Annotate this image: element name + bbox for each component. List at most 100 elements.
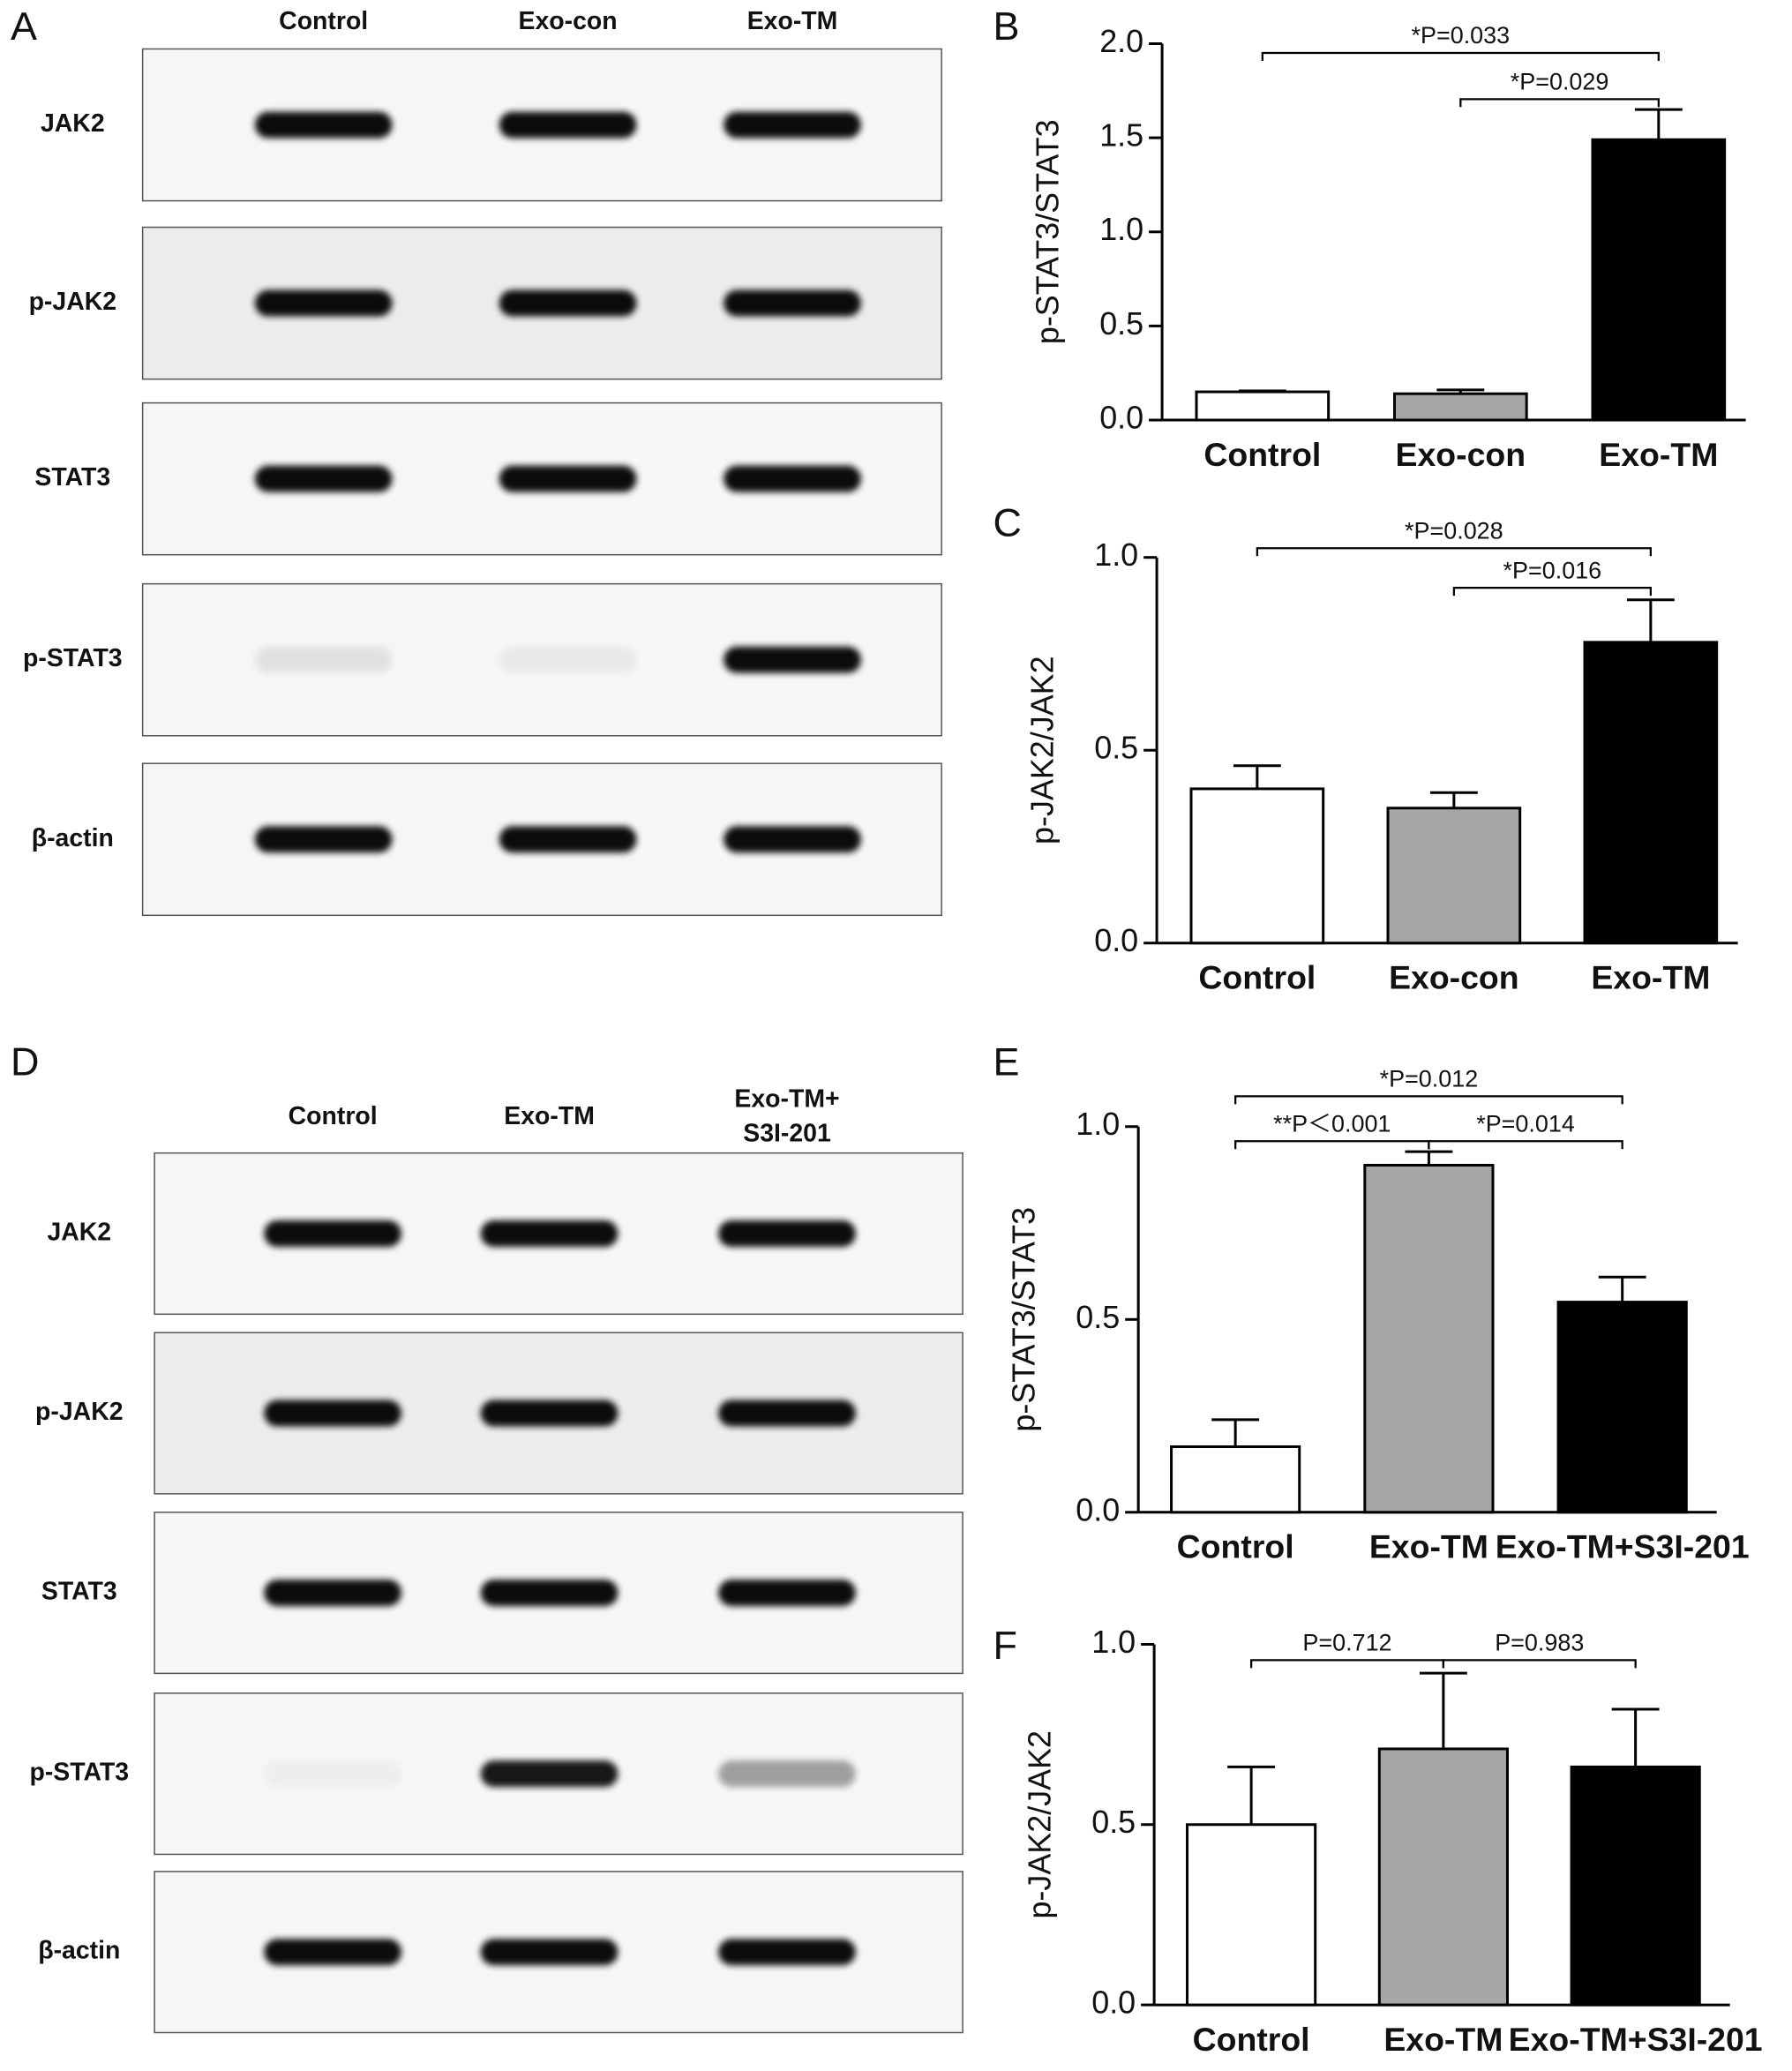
significance-label: *P=0.014 xyxy=(1476,1110,1575,1137)
row-label: JAK2 xyxy=(41,109,105,138)
y-tick-label: 0.0 xyxy=(1094,922,1138,958)
y-tick-label: 0.0 xyxy=(1091,1985,1136,2021)
y-axis-label: p-STAT3/STAT3 xyxy=(1029,119,1065,344)
lane-label: Control xyxy=(279,7,368,35)
significance-bracket xyxy=(1261,51,1660,61)
x-tick-label: Exo-TM+S3I-201 xyxy=(1496,1528,1750,1565)
panel-letter: D xyxy=(11,1039,39,1084)
panel-letter: F xyxy=(993,1623,1017,1668)
y-tick-label: 0.0 xyxy=(1099,400,1143,436)
blot-band xyxy=(718,1580,856,1607)
panel-letter: C xyxy=(993,500,1022,545)
bar xyxy=(1583,641,1719,945)
significance-bracket xyxy=(1256,547,1652,557)
x-tick-label: Control xyxy=(1203,436,1321,473)
y-tick-label: 0.5 xyxy=(1076,1299,1120,1335)
y-tick-label: 2.0 xyxy=(1099,23,1143,59)
significance-label: *P=0.028 xyxy=(1405,517,1503,544)
significance-bracket xyxy=(1428,1140,1623,1150)
blot-band xyxy=(480,1760,619,1788)
blot-band xyxy=(254,826,393,853)
significance-bracket xyxy=(1249,1659,1444,1669)
bar xyxy=(1591,138,1727,422)
x-tick-label: Exo-con xyxy=(1396,436,1526,473)
significance-label: **P＜0.001 xyxy=(1273,1110,1391,1137)
blot-band xyxy=(718,1399,856,1427)
y-axis-label: p-JAK2/JAK2 xyxy=(1023,656,1060,844)
blot-band xyxy=(254,289,393,317)
bar xyxy=(1386,807,1522,945)
bar xyxy=(1189,787,1325,945)
blot-band xyxy=(718,1220,856,1247)
blot-band xyxy=(264,1760,401,1787)
y-tick-label: 1.0 xyxy=(1099,211,1143,247)
significance-label: P=0.983 xyxy=(1495,1630,1584,1656)
x-tick-label: Exo-con xyxy=(1389,959,1519,996)
row-label: STAT3 xyxy=(34,463,110,491)
blot-band xyxy=(724,646,861,673)
x-tick-label: Control xyxy=(1193,2021,1310,2058)
x-tick-label: Exo-TM+S3I-201 xyxy=(1509,2021,1763,2058)
y-axis-label: p-STAT3/STAT3 xyxy=(1005,1207,1041,1432)
y-tick-label: 1.0 xyxy=(1094,537,1138,573)
blot-band xyxy=(254,465,393,492)
panel-letter: B xyxy=(993,4,1020,49)
row-label: p-JAK2 xyxy=(35,1398,124,1426)
blot-band xyxy=(724,826,861,853)
bar xyxy=(1195,390,1331,422)
blot-band xyxy=(499,289,637,317)
row-label: p-STAT3 xyxy=(29,1759,129,1787)
bar xyxy=(1570,1765,1701,2007)
significance-label: *P=0.012 xyxy=(1380,1065,1479,1092)
row-label: β-actin xyxy=(38,1937,120,1965)
lane-label: Control xyxy=(289,1102,378,1130)
blot-band xyxy=(264,1580,401,1607)
panel-letter: E xyxy=(993,1039,1020,1084)
significance-bracket xyxy=(1442,1659,1637,1669)
x-tick-label: Exo-TM xyxy=(1383,2021,1503,2058)
significance-label: *P=0.029 xyxy=(1511,69,1609,95)
significance-bracket xyxy=(1234,1140,1430,1150)
bar xyxy=(1363,1163,1495,1514)
lane-label: Exo-con xyxy=(519,7,618,35)
x-tick-label: Control xyxy=(1177,1528,1294,1565)
blot-band xyxy=(724,289,861,317)
x-tick-label: Control xyxy=(1198,959,1316,996)
bar xyxy=(1393,392,1528,422)
significance-label: *P=0.033 xyxy=(1412,22,1511,49)
row-label: p-STAT3 xyxy=(23,644,123,672)
blot-band xyxy=(724,111,861,139)
x-tick-label: Exo-TM xyxy=(1591,959,1710,996)
blot-band xyxy=(264,1399,401,1427)
x-tick-label: Exo-TM xyxy=(1599,436,1718,473)
significance-label: P=0.712 xyxy=(1302,1630,1391,1656)
blot-band xyxy=(254,646,393,673)
row-label: p-JAK2 xyxy=(29,288,117,316)
blot-band xyxy=(264,1220,401,1247)
blot-band xyxy=(724,465,861,492)
blot-band xyxy=(480,1580,619,1607)
y-tick-label: 1.0 xyxy=(1076,1106,1120,1142)
lane-label: Exo-TM xyxy=(747,7,838,35)
blot-band xyxy=(264,1939,401,1966)
significance-bracket xyxy=(1459,98,1660,108)
blot-band xyxy=(499,465,637,492)
panel-letter: A xyxy=(11,4,37,49)
y-tick-label: 0.5 xyxy=(1094,730,1138,766)
bar xyxy=(1170,1445,1301,1514)
blot-band xyxy=(718,1939,856,1966)
y-tick-label: 0.0 xyxy=(1076,1491,1120,1527)
bar xyxy=(1556,1301,1688,1514)
blot-band xyxy=(718,1760,856,1788)
row-label: β-actin xyxy=(32,824,114,852)
y-axis-label: p-JAK2/JAK2 xyxy=(1021,1730,1057,1919)
bar xyxy=(1186,1823,1317,2007)
blot-band xyxy=(499,646,637,673)
y-tick-label: 0.5 xyxy=(1091,1804,1136,1840)
lane-label: Exo-TM xyxy=(504,1102,595,1130)
y-tick-label: 1.5 xyxy=(1099,117,1143,154)
significance-bracket xyxy=(1452,587,1652,597)
blot-band xyxy=(480,1399,619,1427)
significance-label: *P=0.016 xyxy=(1503,557,1602,583)
